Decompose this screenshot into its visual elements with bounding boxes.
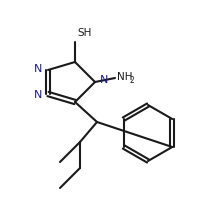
Text: N: N [100, 75, 108, 85]
Text: SH: SH [77, 28, 91, 38]
Text: 2: 2 [129, 75, 134, 85]
Text: N: N [34, 90, 42, 100]
Text: NH: NH [117, 72, 133, 82]
Text: N: N [34, 64, 42, 74]
